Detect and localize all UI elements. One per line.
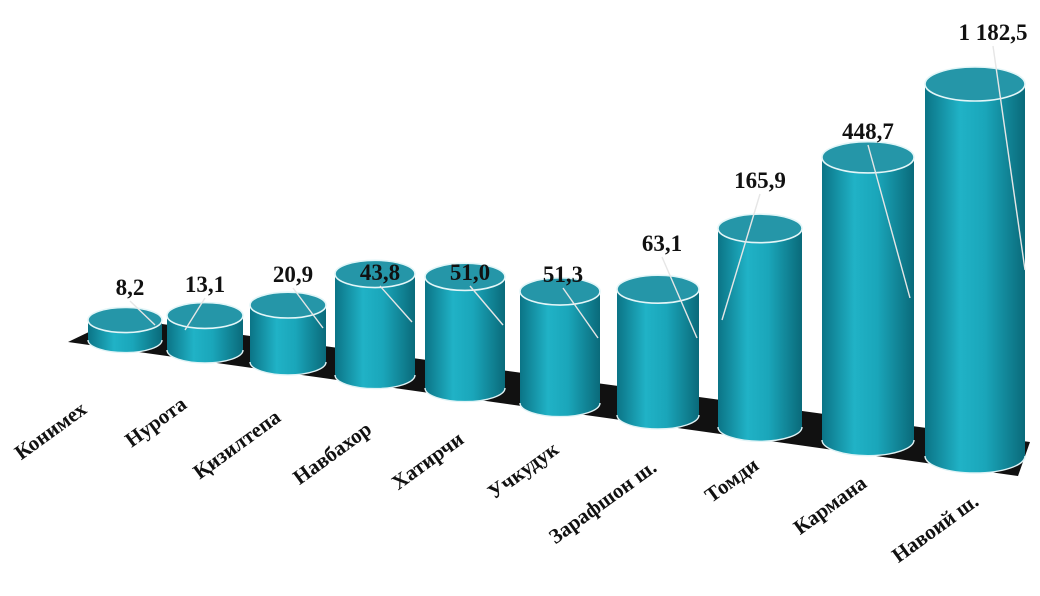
bar-9 xyxy=(821,140,915,457)
bar-5 xyxy=(424,262,506,403)
bar-side xyxy=(520,291,600,417)
bar-top xyxy=(334,259,416,289)
bar-top xyxy=(821,140,915,174)
leader-line-1 xyxy=(129,300,156,326)
leader-line-10 xyxy=(992,45,1026,271)
data-label-8: 165,9 xyxy=(734,168,786,193)
bar-side xyxy=(822,157,915,456)
leader-line-2 xyxy=(184,297,206,331)
bar-7 xyxy=(616,274,700,430)
bar-top xyxy=(717,213,803,244)
leader-line-4 xyxy=(379,285,413,323)
data-label-2: 13,1 xyxy=(185,272,225,297)
bar-top xyxy=(166,301,244,330)
data-label-9: 448,7 xyxy=(842,119,894,144)
bar-bottom-edge xyxy=(616,414,700,430)
category-label-9: Кармана xyxy=(789,470,872,539)
bar-bottom-edge xyxy=(166,349,244,364)
bar-top xyxy=(249,291,327,319)
bar-side xyxy=(617,289,699,429)
bar-side xyxy=(425,276,505,402)
bar-bottom-edge xyxy=(424,387,506,403)
bar-3 xyxy=(249,291,327,376)
category-label-1: Конимех xyxy=(10,396,91,464)
data-label-10: 1 182,5 xyxy=(959,20,1028,45)
bar-2 xyxy=(166,301,244,364)
data-label-6: 51,3 xyxy=(543,262,583,287)
bar-top xyxy=(616,274,700,304)
bar-bottom-edge xyxy=(519,402,601,418)
category-label-2: Нурота xyxy=(120,391,191,452)
bar-bottom-edge xyxy=(717,426,803,442)
cylinders xyxy=(87,66,1026,474)
category-label-7: Зарафшон ш. xyxy=(544,455,661,549)
data-label-3: 20,9 xyxy=(273,262,313,287)
category-label-3: Қизилтепа xyxy=(188,404,285,484)
bar-top xyxy=(87,306,163,334)
bar-bottom-edge xyxy=(821,439,915,457)
category-label-8: Томди xyxy=(700,453,763,508)
leader-line-7 xyxy=(661,256,698,339)
leader-line-6 xyxy=(562,287,599,339)
bar-1 xyxy=(87,306,163,354)
bar-top xyxy=(519,277,601,306)
bar-side xyxy=(250,305,326,375)
leader-line-3 xyxy=(292,287,324,329)
bar-bottom-edge xyxy=(249,361,327,376)
data-label-7: 63,1 xyxy=(642,231,682,256)
data-label-5: 51,0 xyxy=(450,260,490,285)
category-label-5: Хатирчи xyxy=(387,427,468,495)
bar-8 xyxy=(717,213,803,442)
bar-side xyxy=(925,84,1025,473)
bar-side xyxy=(335,273,415,389)
bar-6 xyxy=(519,277,601,418)
category-label-4: Навбахор xyxy=(288,417,376,490)
category-label-6: Учкудук xyxy=(483,436,564,504)
bar-top xyxy=(924,66,1026,102)
category-label-10: Навоий ш. xyxy=(887,489,983,568)
bar-bottom-edge xyxy=(334,374,416,390)
bar-side xyxy=(718,228,802,442)
leader-line-8 xyxy=(721,193,761,321)
value-labels: 8,2 13,1 20,9 43,8 51,0 51,3 63,1 165,9 448,7 1 1… xyxy=(116,20,1028,339)
data-label-4: 43,8 xyxy=(360,260,400,285)
bar-top xyxy=(424,262,506,292)
leader-line-5 xyxy=(469,285,504,326)
bar-bottom-edge xyxy=(87,339,163,354)
leader-line-9 xyxy=(867,144,911,299)
bar-10 xyxy=(924,66,1026,474)
data-label-1: 8,2 xyxy=(116,275,145,300)
bar-bottom-edge xyxy=(924,455,1026,474)
